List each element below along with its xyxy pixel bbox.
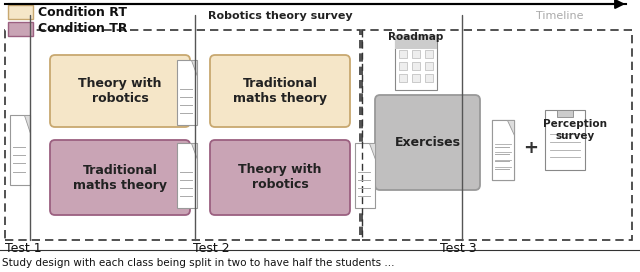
Bar	[5, 30, 360, 240]
Text: Theory with
robotics: Theory with robotics	[238, 163, 322, 191]
Text: Exercises: Exercises	[394, 136, 461, 149]
Text: +: +	[524, 139, 538, 157]
Text: Perception
survey: Perception survey	[543, 119, 607, 141]
Bar	[412, 62, 420, 70]
FancyBboxPatch shape	[50, 55, 190, 127]
Bar	[177, 60, 197, 125]
Bar	[395, 35, 437, 49]
FancyBboxPatch shape	[210, 140, 350, 215]
FancyBboxPatch shape	[210, 55, 350, 127]
Text: Timeline: Timeline	[536, 11, 584, 21]
Bar	[177, 143, 197, 208]
Bar	[499, 120, 508, 127]
Bar	[557, 110, 573, 117]
Text: Theory with
robotics: Theory with robotics	[78, 77, 162, 105]
Bar	[425, 62, 433, 70]
Text: Condition RT: Condition RT	[38, 5, 127, 18]
Text: Study design with each class being split in two to have half the students ...: Study design with each class being split…	[2, 258, 394, 268]
Bar	[362, 30, 632, 240]
Bar	[412, 74, 420, 82]
Bar	[399, 74, 407, 82]
Text: Robotics theory survey: Robotics theory survey	[208, 11, 352, 21]
Polygon shape	[369, 143, 375, 159]
Bar	[395, 35, 437, 90]
Text: Roadmap: Roadmap	[388, 32, 444, 42]
Bar	[492, 120, 514, 180]
FancyBboxPatch shape	[50, 140, 190, 215]
Bar	[399, 50, 407, 58]
Text: Test 2: Test 2	[193, 242, 230, 255]
Polygon shape	[24, 115, 30, 132]
Bar	[425, 50, 433, 58]
Bar	[425, 74, 433, 82]
Bar	[545, 110, 585, 170]
Text: Condition TR: Condition TR	[38, 23, 127, 36]
Bar	[399, 62, 407, 70]
Bar	[10, 115, 30, 185]
Polygon shape	[191, 143, 197, 159]
Bar	[412, 50, 420, 58]
Bar	[8, 5, 33, 19]
Bar	[355, 143, 375, 208]
Polygon shape	[191, 60, 197, 76]
Text: Test 3: Test 3	[440, 242, 477, 255]
Polygon shape	[508, 120, 514, 135]
FancyBboxPatch shape	[375, 95, 480, 190]
Bar	[492, 120, 514, 180]
Bar	[8, 22, 33, 36]
Text: Traditional
maths theory: Traditional maths theory	[233, 77, 327, 105]
Text: Test 1: Test 1	[5, 242, 42, 255]
Text: Traditional
maths theory: Traditional maths theory	[73, 163, 167, 191]
